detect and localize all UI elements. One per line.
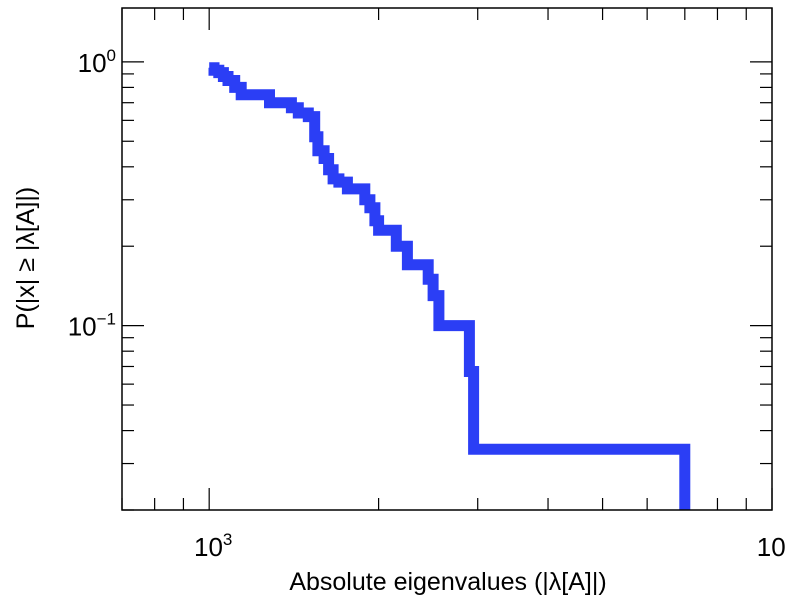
y-tick-label: 100: [78, 46, 116, 78]
y-axis-label: P(|x| ≥ |λ[A]|): [12, 187, 40, 329]
tick-marks: [121, 8, 773, 511]
y-tick-label: 10−1: [68, 310, 116, 342]
x-tick-label: 103: [194, 530, 232, 562]
x-tick-label: 104: [757, 530, 786, 562]
ccdf-series-line: [208, 62, 691, 510]
x-axis-label: Absolute eigenvalues (|λ[A]|): [289, 568, 606, 596]
plot-frame: [121, 7, 773, 511]
tick-labels: 103 104 100 10−1: [68, 46, 786, 562]
plot-series: [208, 62, 691, 510]
